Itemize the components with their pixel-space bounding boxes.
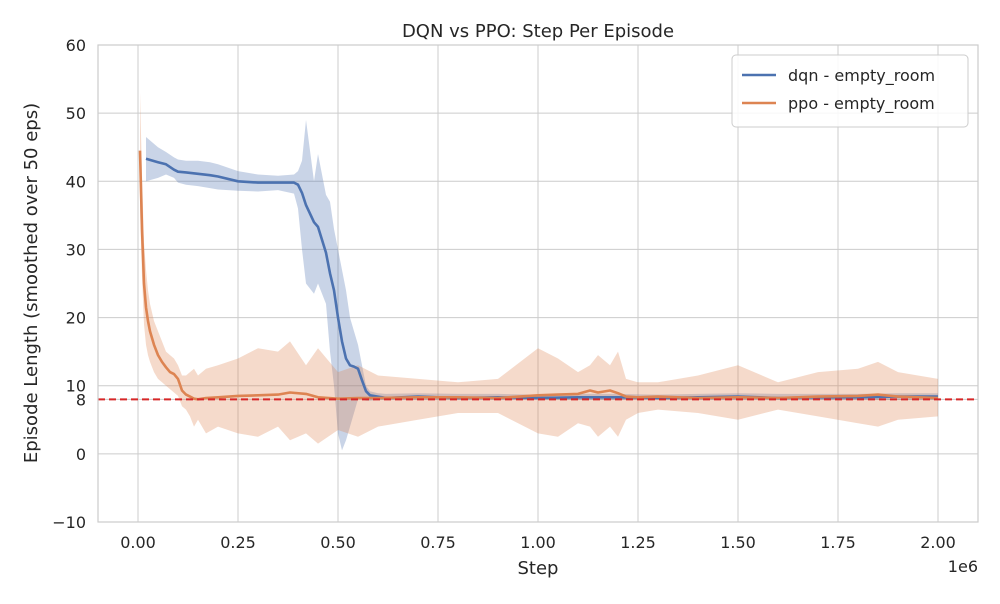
- x-tick-label: 1.75: [820, 533, 856, 552]
- x-axis-offset-label: 1e6: [948, 557, 978, 576]
- x-tick-label: 1.00: [520, 533, 556, 552]
- x-tick-label: 1.25: [620, 533, 656, 552]
- x-axis-label: Step: [518, 558, 559, 579]
- legend-label: ppo - empty_room: [788, 94, 935, 114]
- x-tick-label: 0.50: [320, 533, 356, 552]
- y-tick-label: 10: [66, 377, 86, 396]
- legend-box: [731, 54, 969, 128]
- x-tick-label: 2.00: [920, 533, 956, 552]
- confidence-bands: [140, 92, 938, 451]
- series-band-1: [140, 92, 938, 444]
- chart-title: DQN vs PPO: Step Per Episode: [402, 21, 674, 42]
- y-tick-label: −10: [52, 513, 86, 532]
- y-tick-label: 30: [66, 240, 86, 259]
- y-tick-label: 20: [66, 309, 86, 328]
- y-axis-label: Episode Length (smoothed over 50 eps): [21, 103, 42, 463]
- y-tick-label: 40: [66, 172, 86, 191]
- y-tick-label: 50: [66, 104, 86, 123]
- y-tick-label: 8: [76, 390, 86, 409]
- x-tick-label: 0.00: [120, 533, 156, 552]
- axes: 0.00 0.25 0.50 0.75 1.00 1.25 1.50 1.75 2.00 −10 0…: [52, 36, 979, 552]
- y-tick-label: 60: [66, 36, 86, 55]
- series-line-1: [138, 150, 939, 401]
- series-lines: [138, 150, 939, 401]
- y-tick-label: 0: [76, 445, 86, 464]
- x-tick-label: 1.50: [720, 533, 756, 552]
- x-tick-label: 0.25: [220, 533, 256, 552]
- plot-frame: [97, 44, 979, 523]
- legend-label: dqn - empty_room: [788, 66, 935, 86]
- series-band-0: [146, 120, 938, 451]
- x-tick-label: 0.75: [420, 533, 456, 552]
